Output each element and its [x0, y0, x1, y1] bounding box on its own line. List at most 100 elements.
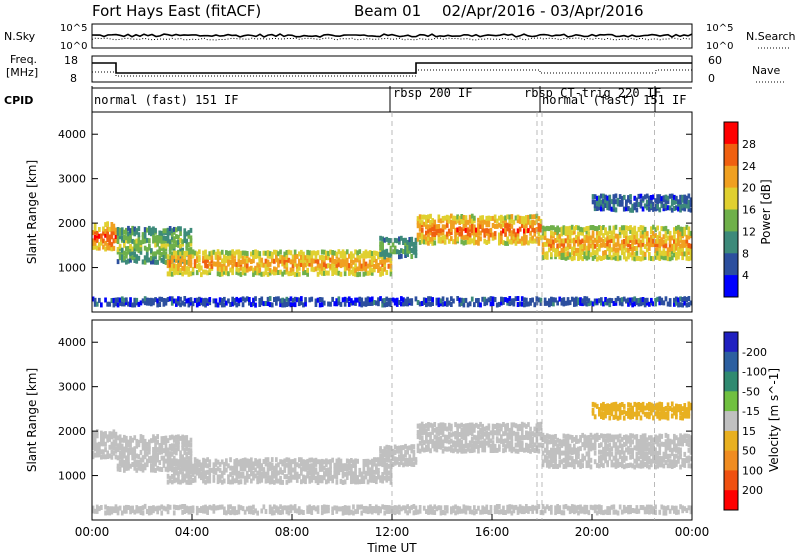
echo-cell — [416, 443, 420, 449]
echo-cell — [685, 456, 689, 462]
echo-cell — [502, 228, 505, 234]
echo-cell — [222, 254, 226, 260]
echo-cell — [666, 205, 670, 211]
echo-cell — [612, 504, 616, 510]
echo-cell — [162, 238, 166, 244]
echo-cell — [168, 271, 172, 277]
echo-cell — [185, 435, 189, 441]
echo-cell — [139, 300, 143, 306]
echo-cell — [147, 297, 151, 303]
echo-cell — [495, 223, 499, 229]
echo-cell — [508, 440, 512, 446]
echo-cell — [545, 450, 549, 456]
echo-cell — [245, 251, 249, 256]
echo-cell — [579, 446, 582, 452]
echo-cell — [189, 238, 193, 244]
echo-cell — [175, 466, 178, 472]
echo-cell — [406, 301, 409, 307]
echo-cell — [233, 261, 237, 267]
echo-cell — [95, 504, 99, 510]
echo-cell — [291, 254, 295, 260]
echo-cell — [150, 227, 153, 233]
echo-cell — [556, 243, 559, 249]
echo-cell — [331, 262, 334, 268]
echo-cell — [581, 457, 584, 463]
echo-cell — [504, 227, 507, 233]
echo-cell — [639, 403, 643, 408]
echo-cell — [316, 265, 320, 271]
echo-cell — [310, 477, 314, 483]
echo-cell — [302, 251, 305, 257]
colorbar-swatch-1 — [724, 143, 738, 167]
echo-cell — [214, 461, 218, 467]
echo-cell — [304, 466, 307, 472]
echo-cell — [679, 203, 682, 208]
echo-cell — [362, 265, 366, 271]
echo-cell — [245, 470, 249, 476]
echo-cell — [141, 439, 145, 445]
echo-cell — [641, 438, 645, 443]
echo-cell — [222, 269, 226, 275]
echo-cell — [602, 401, 605, 407]
echo-cell — [639, 460, 643, 466]
echo-cell — [404, 301, 407, 307]
echo-cell — [458, 226, 462, 232]
echo-cell — [164, 243, 168, 249]
echo-cell — [420, 238, 424, 244]
echo-cell — [520, 430, 524, 436]
echo-cell — [325, 458, 328, 464]
echo-cell — [502, 505, 505, 511]
echo-cell — [564, 231, 568, 236]
echo-cell — [587, 510, 591, 516]
echo-cell — [620, 297, 624, 303]
echo-cell — [135, 453, 139, 459]
echo-cell — [387, 238, 391, 243]
echo-cell — [133, 446, 137, 452]
echo-cell — [679, 504, 682, 510]
echo-cell — [598, 198, 601, 204]
echo-cell — [156, 249, 159, 255]
echo-cell — [422, 297, 426, 303]
echo-cell — [685, 255, 689, 261]
echo-cell — [635, 245, 639, 251]
echo-cell — [641, 459, 645, 465]
echo-cell — [212, 298, 216, 304]
echo-cell — [141, 455, 145, 461]
colorbar-tick-1: 100 — [742, 464, 763, 477]
echo-cell — [675, 403, 678, 409]
echo-cell — [185, 251, 189, 256]
echo-cell — [500, 235, 503, 241]
echo-cell — [564, 459, 568, 465]
echo-cell — [202, 269, 205, 275]
echo-cell — [375, 300, 378, 306]
echo-cell — [260, 262, 264, 268]
echo-cell — [331, 250, 334, 255]
echo-cell — [664, 510, 668, 516]
echo-cell — [562, 238, 566, 244]
echo-cell — [673, 453, 676, 459]
echo-cell — [625, 230, 628, 236]
echo-cell — [452, 239, 455, 245]
echo-cell — [323, 249, 326, 255]
echo-cell — [610, 462, 614, 468]
echo-cell — [656, 435, 659, 441]
echo-cell — [170, 474, 174, 479]
echo-cell — [450, 426, 453, 432]
echo-cell — [147, 510, 151, 516]
echo-cell — [673, 437, 676, 443]
noise-top-tick-right: 10^5 — [706, 23, 733, 34]
echo-cell — [289, 467, 293, 473]
echo-cell — [187, 479, 191, 485]
echo-cell — [133, 297, 137, 303]
echo-cell — [172, 504, 176, 510]
echo-cell — [498, 444, 501, 450]
echo-cell — [298, 473, 301, 479]
echo-cell — [650, 234, 653, 240]
echo-cell — [593, 442, 597, 447]
echo-cell — [664, 255, 668, 261]
echo-cell — [541, 432, 545, 438]
echo-cell — [589, 243, 593, 249]
echo-cell — [550, 458, 553, 464]
echo-cell — [93, 446, 97, 452]
echo-cell — [383, 457, 387, 463]
